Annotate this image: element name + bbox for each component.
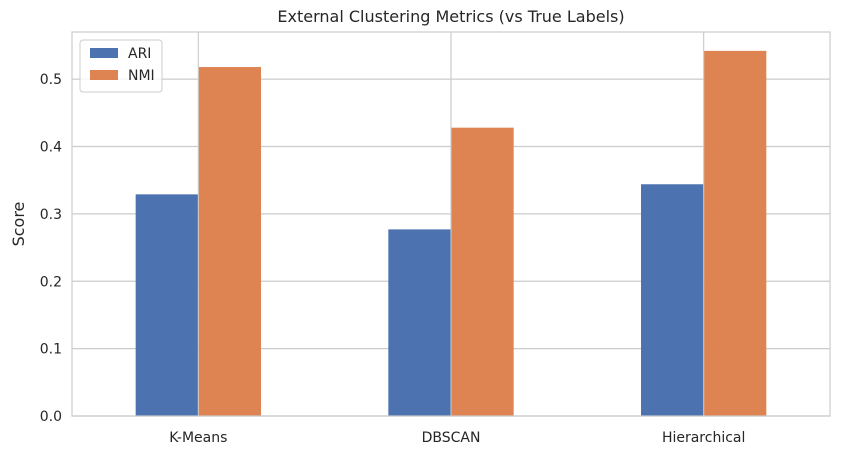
y-tick-label: 0.3 — [40, 207, 62, 223]
bars — [135, 50, 767, 417]
y-tick-label: 0.1 — [40, 342, 62, 358]
x-tick-label: K-Means — [169, 430, 227, 446]
chart-title: External Clustering Metrics (vs True Lab… — [277, 7, 624, 26]
legend-label-nmi: NMI — [128, 68, 155, 84]
bar-nmi-k-means — [198, 67, 261, 416]
bar-ari-k-means — [135, 194, 198, 416]
y-tick-label: 0.5 — [40, 72, 62, 88]
y-tick-label: 0.2 — [40, 274, 62, 290]
legend-label-ari: ARI — [128, 46, 151, 62]
bar-nmi-dbscan — [451, 127, 514, 417]
x-tick-label: Hierarchical — [662, 430, 745, 446]
y-tick-label: 0.0 — [40, 409, 62, 425]
legend-swatch-nmi — [90, 70, 118, 80]
x-tick-labels: K-Means DBSCAN Hierarchical — [169, 430, 745, 446]
bar-ari-dbscan — [388, 229, 451, 416]
x-tick-label: DBSCAN — [422, 430, 481, 446]
legend: ARI NMI — [79, 39, 163, 93]
plot-frame — [71, 31, 831, 417]
y-tick-label: 0.4 — [40, 140, 62, 156]
legend-swatch-ari — [90, 48, 118, 58]
y-tick-labels: 0.0 0.1 0.2 0.3 0.4 0.5 — [40, 72, 62, 425]
bar-ari-hierarchical — [641, 184, 704, 416]
bar-nmi-hierarchical — [704, 50, 767, 416]
y-axis-title: Score — [9, 202, 28, 247]
